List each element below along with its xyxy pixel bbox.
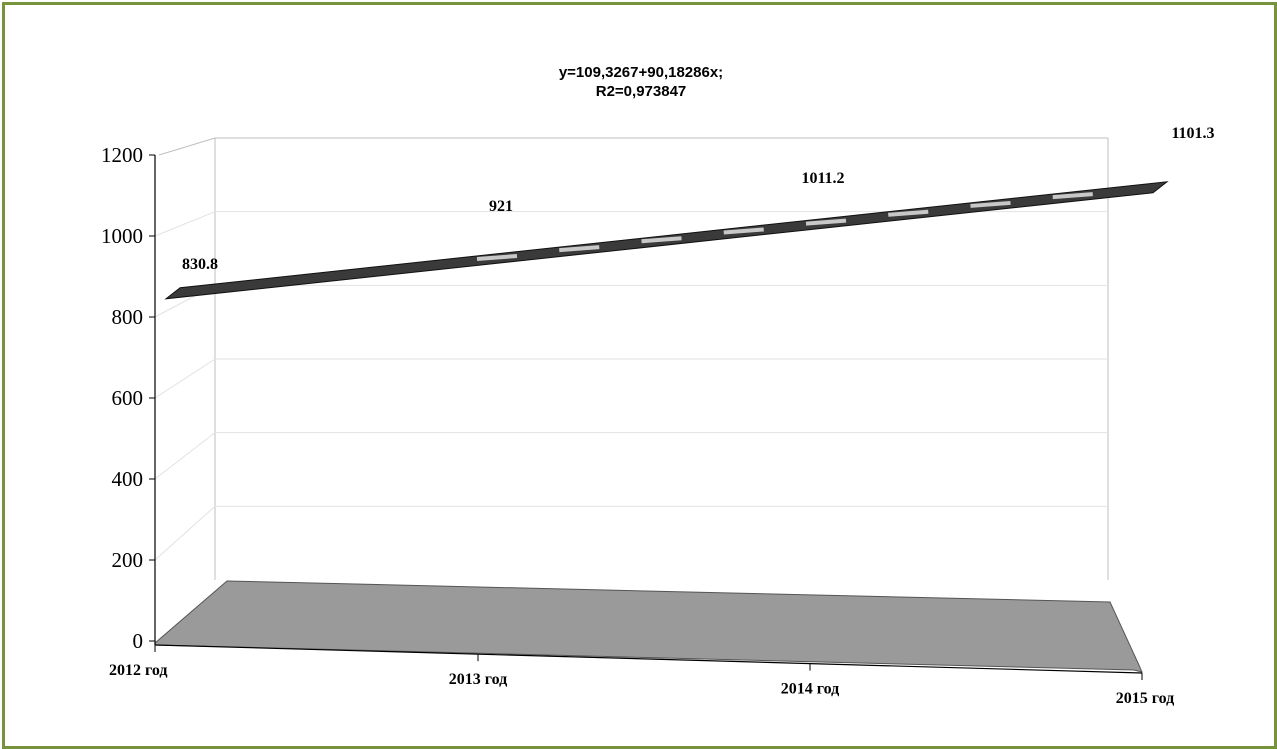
data-label: 1011.2 bbox=[801, 170, 844, 187]
gridline-side bbox=[154, 358, 216, 399]
x-category-label: 2012 год bbox=[109, 662, 168, 679]
data-labels: 830.8 921 1011.2 1101.3 bbox=[182, 125, 1215, 273]
y-tick-label: 600 bbox=[112, 386, 144, 410]
chart-title-line-1: y=109,3267+90,18286x; bbox=[559, 64, 723, 81]
y-tick-label: 0 bbox=[133, 629, 144, 653]
y-tick-label: 1200 bbox=[101, 143, 143, 167]
y-tick-label: 800 bbox=[112, 305, 144, 329]
ribbon-band bbox=[1052, 192, 1093, 200]
ribbon-band bbox=[641, 236, 682, 244]
x-category-label: 2014 год bbox=[781, 681, 840, 698]
data-label: 1101.3 bbox=[1171, 125, 1214, 142]
y-tick-label: 400 bbox=[112, 467, 144, 491]
x-axis-categories: 2012 год 2013 год 2014 год 2015 год bbox=[109, 645, 1174, 707]
chart: y=109,3267+90,18286x; R2=0,973847 0 200 40… bbox=[101, 64, 1215, 707]
gridline-side bbox=[154, 505, 216, 561]
chart-floor bbox=[154, 580, 1143, 673]
y-tick-label: 1000 bbox=[101, 224, 143, 248]
chart-axes bbox=[154, 155, 1143, 674]
data-label: 830.8 bbox=[182, 256, 218, 273]
ribbon-band bbox=[888, 209, 929, 217]
series-ribbon bbox=[164, 181, 1169, 300]
x-category-label: 2015 год bbox=[1116, 690, 1175, 707]
floor-plane bbox=[154, 580, 1143, 673]
side-wall-top-edge bbox=[158, 137, 216, 156]
x-category-label: 2013 год bbox=[449, 671, 508, 688]
ribbon-band bbox=[805, 218, 847, 226]
gridline-side bbox=[154, 432, 216, 480]
ribbon-band bbox=[559, 245, 600, 253]
y-tick-label: 200 bbox=[112, 548, 144, 572]
data-label: 921 bbox=[489, 198, 513, 215]
gridline-side bbox=[154, 211, 216, 237]
x-axis-line bbox=[154, 644, 1143, 674]
y-axis-ticks: 0 200 400 600 800 1000 1200 bbox=[101, 143, 155, 653]
ribbon-band bbox=[723, 227, 764, 235]
ribbon-band bbox=[970, 200, 1011, 208]
ribbon-band bbox=[476, 253, 518, 261]
chart-title-line-2: R2=0,973847 bbox=[596, 83, 687, 100]
